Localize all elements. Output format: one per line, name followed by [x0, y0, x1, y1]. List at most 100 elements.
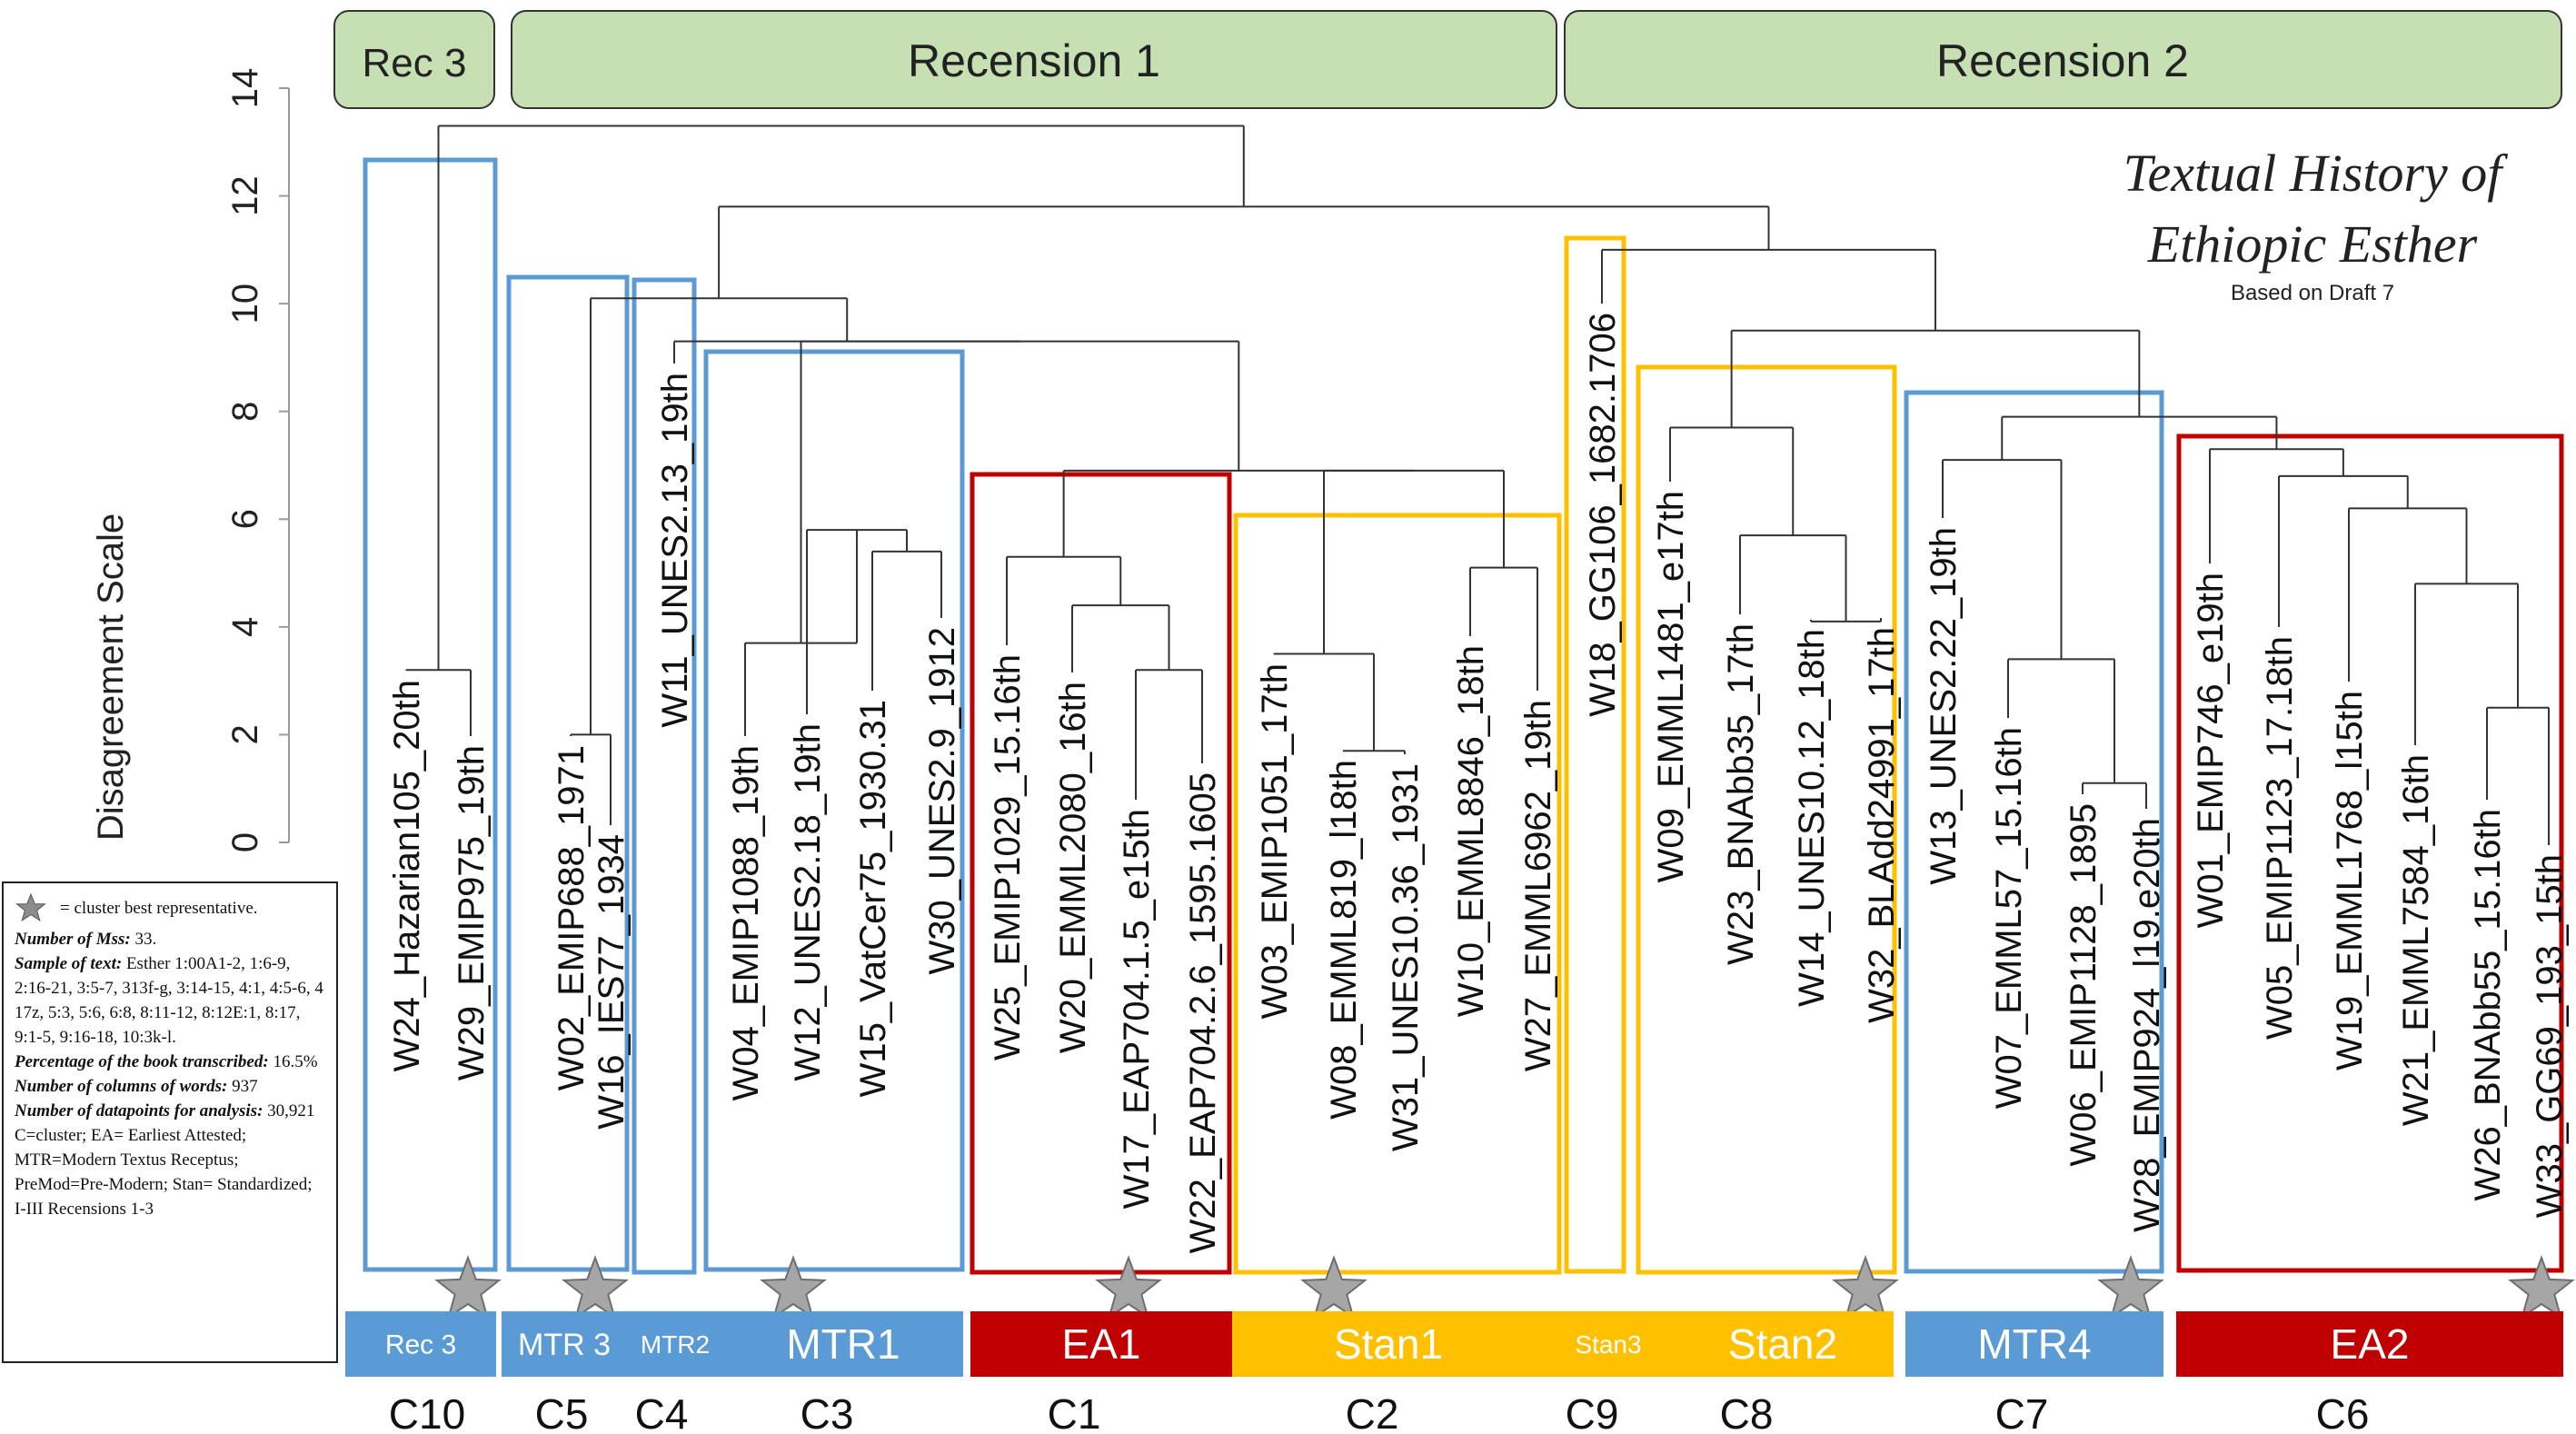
cluster-code-label: C5: [535, 1390, 589, 1434]
leaf-label: W08_EMML819_l18th: [1324, 760, 1364, 1120]
leaf-label: W14_UNES10.12_18th: [1792, 629, 1832, 1007]
dendrogram-link: [2278, 474, 2409, 627]
star-icon: [434, 1255, 502, 1319]
star-icon: [760, 1255, 827, 1319]
leaf-label: W12_UNES2.18_19th: [788, 723, 828, 1081]
cluster-box-c2: [1233, 513, 1562, 1275]
leaf-label: W27_EMML6962_19th: [1518, 700, 1558, 1071]
leaf-label: W04_EMIP1088_19th: [726, 745, 766, 1100]
legend-mss-label: Number of Mss:: [15, 930, 131, 949]
star-icon: [2508, 1255, 2575, 1319]
rec3-header-label: Rec 3: [363, 41, 467, 85]
legend-mss-value: 33.: [134, 930, 157, 949]
cluster-band-c6: [2176, 1311, 2563, 1377]
legend-sample-label: Sample of text:: [15, 954, 123, 973]
cluster-box-c6: [2176, 433, 2564, 1273]
legend-abbreviations: C=cluster; EA= Earliest Attested; MTR=Mo…: [15, 1126, 313, 1219]
figure-title-line1: Textual History of: [2123, 144, 2509, 203]
leaf-label: W15_VatCer75_1930.31: [853, 700, 893, 1097]
cluster-code-label: C7: [1995, 1390, 2049, 1434]
best-representative-stars: [434, 1255, 2575, 1319]
cluster-band-label: MTR4: [1977, 1320, 2091, 1368]
leaf-label: W16_IES77_1934: [592, 834, 632, 1130]
leaf-label: W02_EMIP688_1971: [552, 745, 592, 1090]
leaf-label: W28_EMIP924_l19.e20th: [2127, 818, 2167, 1232]
cluster-code-label: C8: [1720, 1390, 1774, 1434]
dendrogram-link: [437, 124, 1245, 671]
leaf-label: W07_EMML57_15.16th: [1989, 727, 2029, 1109]
leaf-label: W25_EMIP1029_15.16th: [988, 654, 1028, 1061]
star-icon: [1832, 1255, 1899, 1319]
dendrogram-link: [2209, 448, 2344, 563]
cluster-band-c2: [1232, 1311, 1545, 1377]
dendrogram-tree: [405, 124, 2550, 845]
cluster-code-label: C9: [1566, 1390, 1619, 1434]
cluster-band-label: MTR1: [786, 1320, 900, 1368]
leaf-label: W20_EMML2080_16th: [1053, 682, 1093, 1053]
cluster-band-c5: [502, 1311, 627, 1377]
recension-headers: Rec 3 Recension 1 Recension 2: [333, 10, 2562, 109]
legend-datapoints: Number of datapoints for analysis: 30,92…: [15, 1099, 327, 1123]
dendrogram-link: [2414, 583, 2519, 745]
figure-title-line2: Ethiopic Esther: [2147, 214, 2478, 274]
cluster-box-c5: [506, 274, 630, 1272]
leaf-label: W01_EMIP746_e19th: [2191, 573, 2231, 928]
y-tick-label: 10: [225, 284, 265, 324]
cluster-code-label: C1: [1048, 1390, 1101, 1434]
cluster-box-c1: [970, 472, 1232, 1275]
dendrogram-link: [718, 205, 1770, 299]
leaf-label: W06_EMIP1128_1895: [2064, 803, 2104, 1167]
cluster-band-label: MTR2: [641, 1330, 710, 1359]
cluster-band-label: EA2: [2331, 1320, 2410, 1368]
cluster-band-c10: [345, 1311, 496, 1377]
cluster-band-c4: [627, 1311, 723, 1377]
recension1-header-box: [511, 10, 1557, 109]
cluster-band-c8: [1672, 1311, 1894, 1377]
leaf-label: W09_EMML1481_e17th: [1651, 491, 1691, 882]
leaf-label: W21_EMML7584_16th: [2396, 754, 2436, 1126]
legend-cols-value: 937: [232, 1077, 258, 1096]
legend-dp-label: Number of datapoints for analysis:: [15, 1101, 264, 1120]
legend-cols-label: Number of columns of words:: [15, 1077, 228, 1096]
cluster-band-c1: [970, 1311, 1232, 1377]
cluster-code-label: C4: [635, 1390, 689, 1434]
leaf-label: W03_EMIP1051_17th: [1255, 663, 1295, 1019]
cluster-band-label: Stan3: [1575, 1330, 1641, 1359]
legend-dp-value: 30,921: [267, 1101, 315, 1120]
leaf-label: W22_EAP704.2.6_1595.1605: [1183, 772, 1223, 1253]
cluster-band-label: MTR 3: [518, 1328, 611, 1362]
leaf-label: W19_EMML1768_l15th: [2330, 691, 2370, 1071]
cluster-code-label: C6: [2316, 1390, 2370, 1434]
cluster-bands: Rec 3 C10 MTR 3 C5 MTR2 C4 MTR1 C3 EA1 C1 Stan1 C2 S…: [345, 1311, 2563, 1434]
leaf-label: W26_BNAbb55_15.16th: [2468, 809, 2508, 1200]
cluster-box-c7: [1904, 390, 2164, 1274]
legend-star-text: = cluster best representative.: [60, 898, 258, 918]
cluster-band-c3: [723, 1311, 963, 1377]
leaf-label: W32_BLAdd24991_17th: [1862, 627, 1902, 1023]
cluster-band-label: Rec 3: [385, 1330, 456, 1360]
legend-sample: Sample of text: Esther 1:00A1-2, 1:6-9, …: [15, 951, 327, 1050]
leaf-label: W23_BNAbb35_17th: [1721, 623, 1761, 965]
cluster-band-label: Stan2: [1728, 1320, 1837, 1368]
y-tick-label: 8: [225, 402, 265, 422]
dendrogram-link: [2348, 507, 2468, 682]
y-axis: 0 2 4 6 8 10 12 14 Disagreement Scale: [91, 68, 290, 852]
cluster-box-c4: [632, 277, 697, 1275]
rec3-header-box: [333, 10, 495, 109]
dendrogram-link: [1071, 604, 1170, 672]
leaf-label: W17_EAP704.1.5_e15th: [1117, 809, 1157, 1209]
cluster-box-c3: [703, 349, 965, 1272]
leaf-label: W29_EMIP975_19th: [452, 745, 492, 1080]
cluster-code-label: C10: [389, 1390, 465, 1434]
leaf-labels: W24_Hazarian105_20th W29_EMIP975_19th W02_…: [387, 313, 2570, 1253]
cluster-band-c9: [1545, 1311, 1672, 1377]
cluster-box-c9: [1564, 235, 1626, 1274]
leaf-label: W18_GG106_1682.1706: [1583, 313, 1623, 717]
y-tick-label: 4: [225, 617, 265, 637]
dendrogram-link: [1739, 534, 1847, 622]
star-icon: [2097, 1255, 2164, 1319]
legend-columns: Number of columns of words: 937: [15, 1074, 327, 1099]
star-icon: [15, 892, 46, 922]
cluster-boxes: [363, 157, 2564, 1275]
